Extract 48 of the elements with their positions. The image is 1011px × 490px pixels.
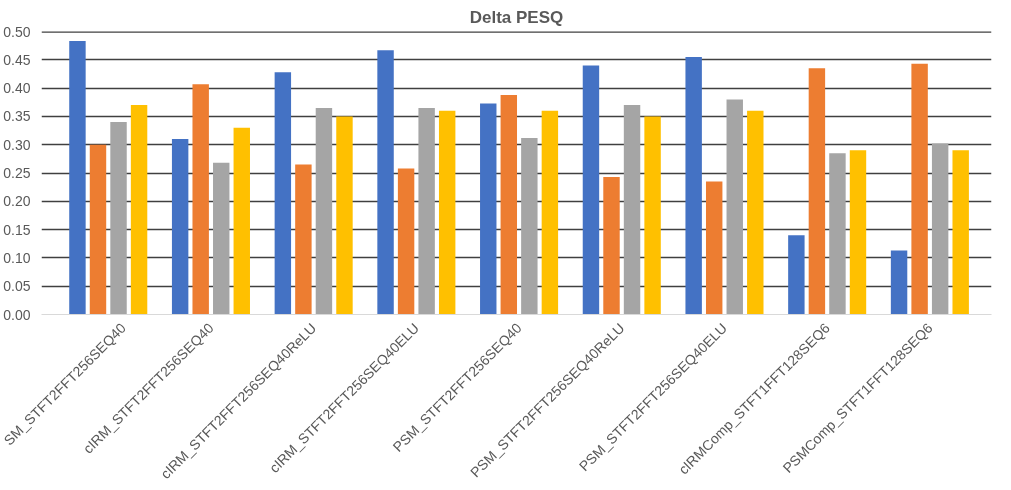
bar [397,168,415,315]
bar [69,41,86,315]
bar [130,105,148,315]
y-tick-label: 0.35 [3,108,31,125]
bar [171,139,189,315]
y-tick-label: 0.25 [3,165,31,181]
bar [480,103,497,315]
y-tick-label: 0.45 [3,51,31,68]
bar [747,110,764,315]
bar [336,116,353,315]
bar [726,99,743,315]
bar [890,250,908,315]
bar [377,50,394,315]
y-tick-label: 0.20 [3,193,31,210]
bar [808,68,826,315]
bar [110,122,127,315]
bar [418,107,435,315]
bar [644,116,661,315]
bar [623,105,641,315]
bar [213,162,230,315]
bar [931,143,949,315]
bar [911,63,928,315]
bar [829,153,846,315]
bar [603,176,620,315]
bar [582,65,600,315]
y-tick-label: 0.00 [3,306,31,323]
y-tick-label: 0.05 [3,278,31,295]
bar [89,144,107,315]
y-tick-label: 0.15 [3,221,31,238]
bar [500,94,518,315]
bar [192,84,209,315]
y-tick-label: 0.40 [3,80,31,97]
bar [705,181,723,315]
y-tick-label: 0.10 [3,249,31,266]
bar [315,107,333,315]
bar [541,110,559,315]
bar [233,127,250,315]
chart-title: Delta PESQ [469,7,564,27]
bar [685,56,702,315]
bar [295,164,312,315]
bar [952,150,969,315]
y-tick-label: 0.30 [3,136,31,153]
bar [849,150,867,315]
y-tick-label: 0.50 [3,23,31,40]
bar [521,137,538,315]
bar [788,235,805,315]
bar [274,72,292,315]
bar [438,110,456,315]
